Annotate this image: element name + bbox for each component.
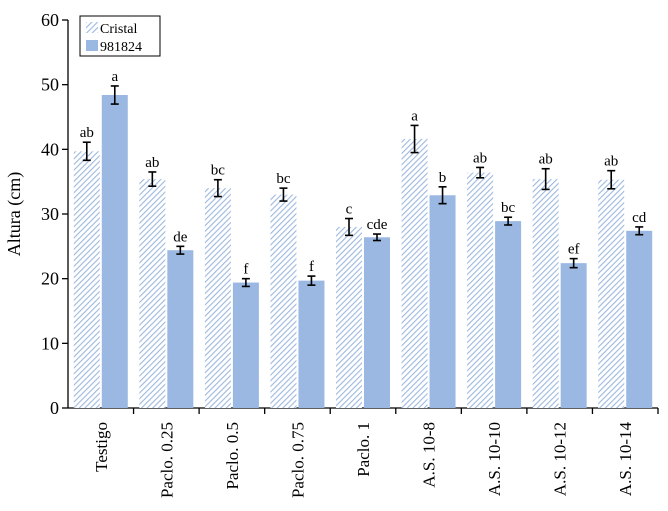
y-tick-label: 30 <box>41 204 59 224</box>
significance-label: c <box>346 202 353 218</box>
legend-swatch-981824 <box>86 40 98 51</box>
significance-label: cde <box>367 217 388 233</box>
significance-label: a <box>111 69 118 85</box>
bar-981824 <box>560 263 587 408</box>
significance-label: bc <box>211 163 226 179</box>
x-tick-label: A.S. 10-10 <box>485 422 504 496</box>
bar-cristal <box>598 179 625 408</box>
bar-cristal <box>467 172 494 408</box>
y-tick-label: 50 <box>41 75 59 95</box>
x-tick-label: Paclo. 0.75 <box>288 422 307 498</box>
bar-981824 <box>298 280 325 408</box>
significance-label: de <box>173 229 188 245</box>
x-tick-label: A.S. 10-14 <box>616 422 635 497</box>
bar-cristal <box>401 138 428 408</box>
y-tick-label: 10 <box>41 333 59 353</box>
y-tick-label: 60 <box>41 10 59 30</box>
significance-label: f <box>243 262 248 278</box>
significance-label: ab <box>80 125 94 141</box>
bar-981824 <box>626 230 653 408</box>
legend: Cristal 981824 <box>79 15 161 57</box>
y-tick-label: 40 <box>41 139 59 159</box>
significance-label: ab <box>473 150 487 166</box>
bar-981824 <box>364 237 390 408</box>
significance-label: ab <box>539 152 553 168</box>
significance-label: b <box>439 170 447 186</box>
x-tick-label: Paclo. 0.5 <box>223 422 242 490</box>
bar-981824 <box>429 195 456 408</box>
legend-label-981824: 981824 <box>100 40 142 55</box>
x-tick-label: A.S. 10-12 <box>551 422 570 496</box>
bar-cristal <box>139 179 166 408</box>
bar-981824 <box>232 282 259 408</box>
significance-label: cd <box>632 210 647 226</box>
x-tick-label: Paclo. 0.25 <box>157 422 176 498</box>
bar-981824 <box>101 95 128 408</box>
significance-label: ef <box>568 242 580 258</box>
x-tick-label: A.S. 10-8 <box>420 422 439 488</box>
legend-swatch-cristal <box>86 22 98 33</box>
bar-981824 <box>167 250 194 408</box>
bar-cristal <box>204 188 231 408</box>
x-tick-label: Paclo. 1 <box>354 422 373 477</box>
bar-981824 <box>495 221 522 408</box>
significance-label: ab <box>145 155 159 171</box>
y-tick-label: 20 <box>41 269 59 289</box>
bar-cristal <box>270 194 297 408</box>
y-axis-title: Altura (cm) <box>4 172 25 256</box>
significance-label: bc <box>276 171 291 187</box>
bar-cristal <box>73 151 100 409</box>
y-tick-label: 0 <box>50 398 59 418</box>
bar-cristal <box>336 226 362 408</box>
significance-label: f <box>309 259 314 275</box>
x-tick-label: Testigo <box>92 422 111 472</box>
significance-label: a <box>411 108 418 124</box>
significance-label: bc <box>501 200 516 216</box>
legend-label-cristal: Cristal <box>100 22 137 37</box>
bar-cristal <box>532 179 559 408</box>
significance-label: ab <box>604 154 618 170</box>
